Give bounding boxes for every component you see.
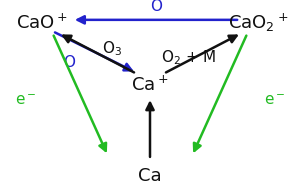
Text: Ca$^+$: Ca$^+$: [131, 75, 169, 95]
Text: e$^-$: e$^-$: [15, 93, 36, 108]
Text: CaO$_2$$^+$: CaO$_2$$^+$: [228, 12, 288, 34]
Text: O$_2$ + M: O$_2$ + M: [161, 48, 217, 67]
Text: O: O: [63, 55, 75, 70]
Text: CaO$^+$: CaO$^+$: [16, 13, 68, 32]
Text: O$_3$: O$_3$: [103, 39, 122, 57]
Text: Ca: Ca: [138, 167, 162, 185]
Text: O: O: [150, 0, 162, 14]
Text: e$^-$: e$^-$: [264, 93, 285, 108]
